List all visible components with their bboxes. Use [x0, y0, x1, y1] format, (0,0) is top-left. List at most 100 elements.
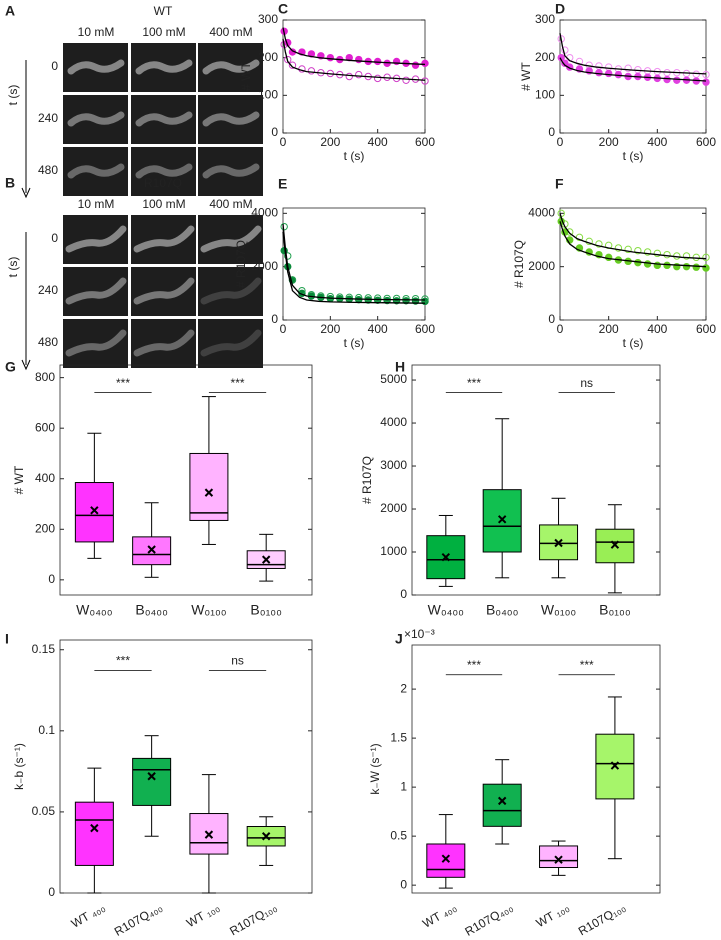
microscopy-image	[63, 147, 128, 196]
data-point	[336, 293, 344, 301]
panel-letter: D	[555, 1, 565, 17]
x-tick-label: 400	[368, 322, 388, 336]
row-label: 0	[51, 59, 58, 73]
y-tick-label: 0	[548, 312, 555, 326]
panel-letter: G	[5, 359, 16, 375]
microscopy-image	[131, 267, 196, 316]
y-tick-label: 0	[271, 312, 278, 326]
box	[74, 801, 114, 866]
mean-marker	[497, 796, 507, 806]
y-tick-label: 100	[535, 88, 555, 102]
filament	[133, 329, 195, 357]
x-tick-label: 600	[415, 322, 435, 336]
box	[539, 845, 579, 869]
mean-marker	[261, 555, 271, 564]
significance-label: ***	[116, 376, 130, 390]
box	[595, 528, 635, 564]
x-tick-label: WT ₁₀₀	[534, 900, 572, 930]
microscopy-image	[198, 147, 263, 196]
panel-letter: J	[395, 631, 403, 647]
significance-label: ***	[231, 376, 245, 390]
y-tick-label: 800	[35, 370, 55, 384]
x-tick-label: 200	[320, 322, 340, 336]
fit-line	[559, 33, 707, 75]
row-label: 0	[51, 231, 58, 245]
y-axis-label: k₋W (s⁻¹)	[368, 743, 382, 794]
column-header: 400 mM	[209, 25, 252, 39]
filament	[202, 59, 260, 75]
y-tick-label: 600	[35, 420, 55, 434]
y-tick-label: 0	[400, 587, 407, 601]
significance-label: ***	[580, 658, 594, 672]
x-tick-label: W₀₄₀₀	[428, 602, 465, 618]
x-tick-label: 0	[280, 322, 287, 336]
microscopy-image	[131, 95, 196, 144]
y-axis-label: # R107Q	[360, 456, 374, 504]
data-point	[614, 244, 623, 252]
box	[132, 757, 172, 806]
panel-letter: I	[5, 631, 9, 647]
x-axis-label: t (s)	[623, 149, 644, 163]
data-point	[373, 296, 382, 304]
y-tick-label: 0	[48, 885, 55, 899]
panel-letter: E	[278, 176, 287, 192]
filament	[200, 329, 262, 357]
column-header: 10 mM	[78, 25, 115, 39]
mean-marker	[261, 832, 271, 841]
data-point	[284, 55, 292, 64]
mean-marker	[204, 830, 214, 839]
y-tick-label: 300	[535, 12, 555, 26]
fit-line	[559, 213, 707, 260]
data-point	[288, 61, 297, 69]
y-axis-label: # R107Q	[234, 240, 248, 288]
data-point	[307, 67, 316, 75]
x-tick-label: 0	[557, 135, 564, 149]
data-point	[326, 292, 335, 301]
data-point	[692, 253, 700, 262]
data-point	[373, 74, 382, 83]
data-point	[284, 252, 292, 260]
fit-line	[282, 223, 426, 301]
row-label: 480	[38, 163, 58, 177]
axes-frame	[59, 364, 313, 596]
data-point	[373, 294, 382, 302]
axis-multiplier: ×10⁻³	[404, 627, 435, 641]
y-tick-label: 4000	[380, 415, 407, 429]
y-tick-label: 0.1	[38, 723, 55, 737]
x-tick-label: W₀₄₀₀	[76, 602, 113, 618]
data-point	[307, 290, 316, 299]
data-point	[383, 294, 391, 303]
axes-frame	[411, 364, 661, 596]
x-tick-label: R107Q₄₀₀	[112, 900, 165, 939]
x-tick-label: 200	[599, 135, 619, 149]
x-axis-label: t (s)	[344, 336, 365, 350]
data-point	[402, 76, 410, 84]
significance-label: ***	[467, 658, 481, 672]
mean-marker	[610, 540, 620, 549]
time-axis-label: t (s)	[6, 257, 20, 278]
x-tick-label: 600	[696, 135, 716, 149]
fit-line	[282, 231, 426, 304]
y-tick-label: 0	[400, 877, 407, 891]
data-point	[561, 59, 569, 68]
data-point	[604, 69, 613, 78]
data-point	[624, 245, 632, 254]
x-tick-label: B₀₁₀₀	[599, 602, 631, 618]
x-tick-label: B₀₁₀₀	[250, 602, 282, 618]
data-point	[692, 70, 700, 78]
filament	[67, 163, 125, 179]
panel-title: WT	[154, 4, 173, 18]
microscopy-image	[63, 95, 128, 144]
microscopy-image	[131, 147, 196, 196]
significance-label: ns	[231, 654, 244, 668]
column-header: 10 mM	[78, 197, 115, 211]
y-tick-label: 2	[400, 681, 407, 695]
x-tick-label: 0	[557, 322, 564, 336]
x-axis-label: t (s)	[623, 336, 644, 350]
mean-marker	[147, 545, 156, 554]
y-tick-label: 300	[258, 12, 278, 26]
